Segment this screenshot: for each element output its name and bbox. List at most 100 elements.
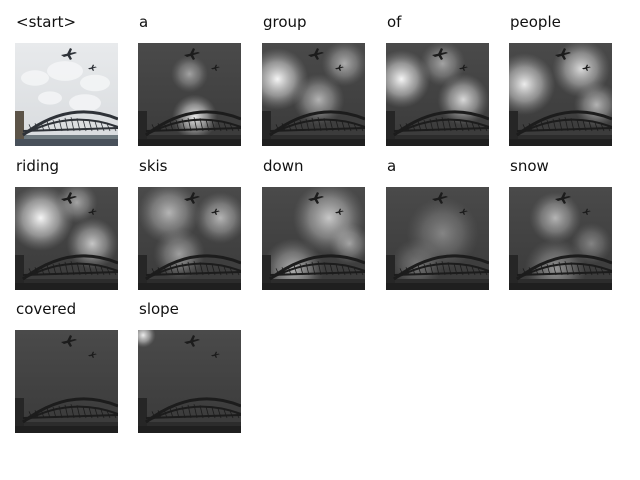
attention-blob xyxy=(570,223,612,265)
bridge-arch xyxy=(269,110,365,137)
shore xyxy=(15,426,118,433)
airplane xyxy=(61,48,77,60)
shore xyxy=(262,283,365,290)
airplane xyxy=(308,48,324,60)
attention-blob xyxy=(419,43,466,87)
attention-image xyxy=(262,187,365,290)
attention-image xyxy=(386,187,489,290)
airplane xyxy=(88,64,97,72)
airplane xyxy=(61,335,77,347)
airplane xyxy=(582,64,591,72)
airplane xyxy=(184,48,200,60)
attention-image xyxy=(262,43,365,146)
airplane xyxy=(555,192,571,204)
airplane xyxy=(211,351,220,359)
airplane xyxy=(432,48,448,60)
airplane xyxy=(555,48,571,60)
bridge-pylon xyxy=(138,398,147,428)
word-label: a xyxy=(387,157,397,175)
airplane xyxy=(184,192,200,204)
attention-image xyxy=(15,330,118,433)
shore xyxy=(386,139,489,146)
cloud xyxy=(21,70,49,86)
bridge-arch xyxy=(22,397,118,424)
cloud xyxy=(80,74,110,92)
shore xyxy=(138,426,241,433)
airplane xyxy=(335,208,344,216)
attention-image xyxy=(509,187,612,290)
attention-image xyxy=(15,187,118,290)
word-label: group xyxy=(263,13,307,31)
word-label: down xyxy=(263,157,304,175)
attention-image xyxy=(509,43,612,146)
attention-blob xyxy=(194,192,241,244)
bridge-arch xyxy=(145,397,241,424)
bridge-pylon xyxy=(386,111,395,141)
shore xyxy=(15,283,118,290)
bridge-pylon xyxy=(262,111,271,141)
bridge-arch xyxy=(393,254,489,281)
airplane xyxy=(211,64,220,72)
word-label: covered xyxy=(16,300,77,318)
shore xyxy=(138,139,241,146)
bridge-arch xyxy=(516,110,612,137)
shore xyxy=(15,139,118,146)
airplane xyxy=(88,351,97,359)
attention-blob xyxy=(529,192,582,244)
attention-blob xyxy=(328,223,365,265)
cloud xyxy=(69,94,101,112)
word-label: of xyxy=(387,13,402,31)
word-label: a xyxy=(139,13,149,31)
bridge-arch xyxy=(516,254,612,281)
attention-blob xyxy=(56,187,98,224)
bridge-pylon xyxy=(509,255,518,285)
word-label: <start> xyxy=(16,13,77,31)
airplane xyxy=(308,192,324,204)
shore xyxy=(509,283,612,290)
attention-blob xyxy=(321,43,365,87)
shore xyxy=(262,139,365,146)
cloud xyxy=(38,91,62,105)
bridge-pylon xyxy=(15,398,24,428)
airplane xyxy=(88,208,97,216)
word-label: riding xyxy=(16,157,60,175)
airplane xyxy=(335,64,344,72)
bridge-pylon xyxy=(15,255,24,285)
attention-blob xyxy=(138,330,156,348)
airplane xyxy=(459,64,468,72)
bridge-arch xyxy=(269,254,365,281)
bridge-pylon xyxy=(138,111,147,141)
shore xyxy=(509,139,612,146)
attention-image xyxy=(138,330,241,433)
airplane xyxy=(211,208,220,216)
bridge-arch xyxy=(22,254,118,281)
airplane xyxy=(432,192,448,204)
shore xyxy=(386,283,489,290)
airplane xyxy=(184,335,200,347)
bridge-arch xyxy=(393,110,489,137)
airplane xyxy=(459,208,468,216)
bridge-arch xyxy=(145,254,241,281)
word-label: snow xyxy=(510,157,549,175)
bridge-pylon xyxy=(15,111,24,141)
word-label: skis xyxy=(139,157,168,175)
bridge-pylon xyxy=(138,255,147,285)
attention-blob xyxy=(509,53,556,116)
bridge-pylon xyxy=(509,111,518,141)
airplane xyxy=(582,208,591,216)
attention-image xyxy=(138,187,241,290)
word-label: slope xyxy=(139,300,179,318)
attention-image xyxy=(15,43,118,146)
shore xyxy=(138,283,241,290)
word-label: people xyxy=(510,13,561,31)
attention-blob xyxy=(170,55,209,93)
attention-image xyxy=(138,43,241,146)
attention-blob xyxy=(386,50,431,108)
bridge-pylon xyxy=(386,255,395,285)
bridge-pylon xyxy=(262,255,271,285)
attention-image xyxy=(386,43,489,146)
bridge-arch xyxy=(145,110,241,137)
airplane xyxy=(61,192,77,204)
cloud xyxy=(47,61,83,81)
